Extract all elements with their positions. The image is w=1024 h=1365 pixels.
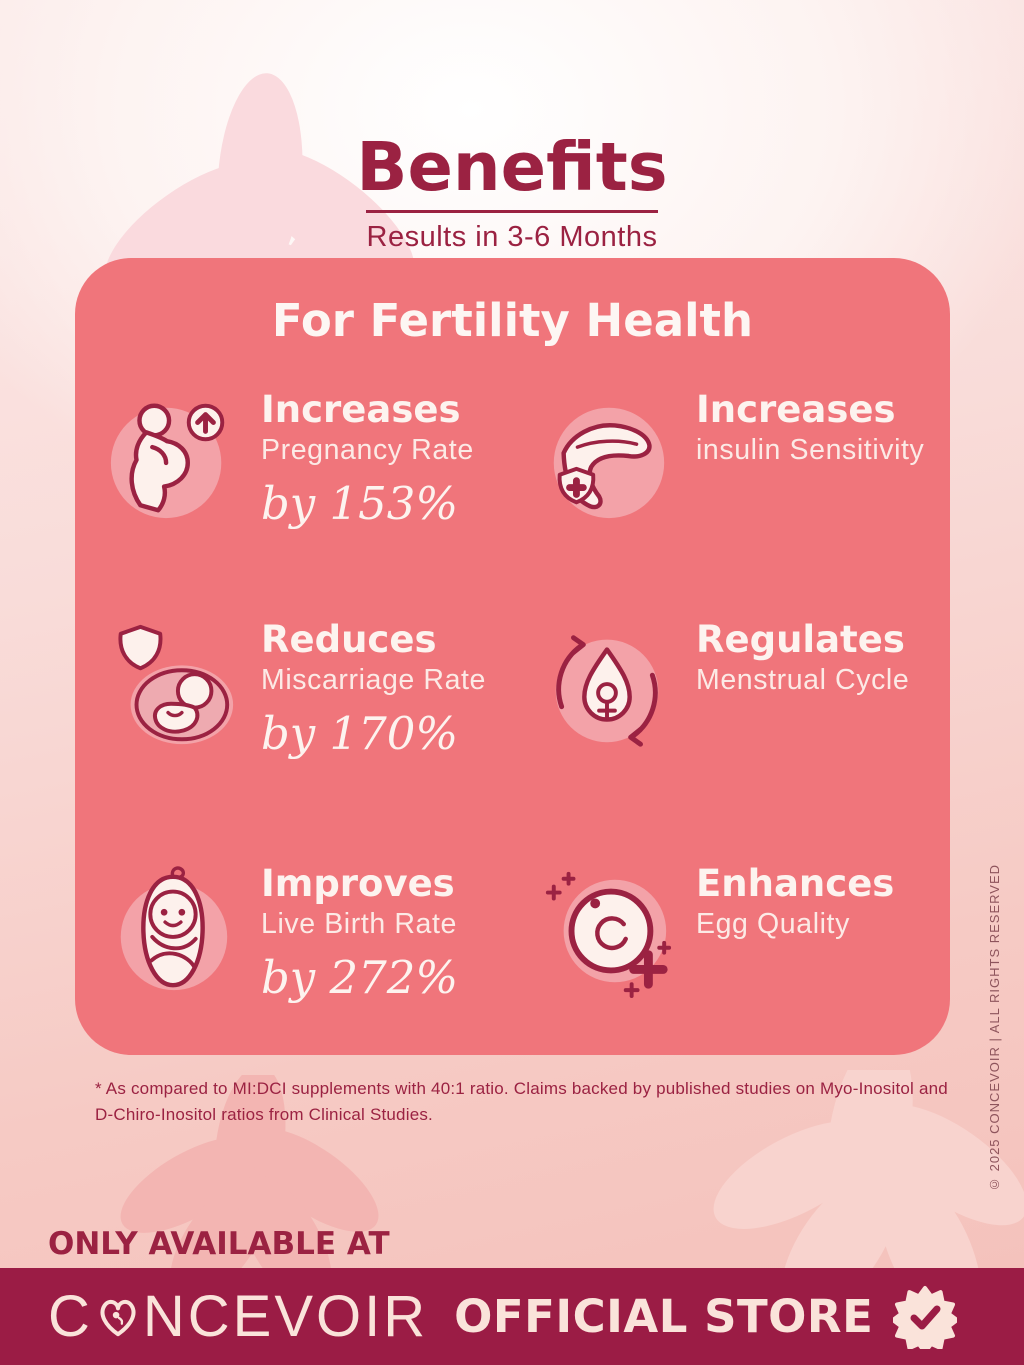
benefit-title: Enhances	[696, 862, 895, 905]
benefit-title: Increases	[261, 388, 461, 431]
title-underline	[366, 210, 658, 213]
swaddled-baby-icon	[103, 862, 241, 1000]
benefit-stat: by 153%	[261, 476, 459, 530]
benefit-title: Improves	[261, 862, 455, 905]
pregnant-woman-increase-icon	[103, 388, 241, 526]
insulin-pancreas-shield-icon	[538, 388, 676, 526]
page-title: Benefits	[356, 128, 668, 206]
benefit-egg-quality: Enhances Egg Quality	[538, 862, 894, 1000]
benefit-subtitle: Egg Quality	[696, 907, 850, 940]
benefit-title: Increases	[696, 388, 896, 431]
page-subtitle: Results in 3-6 Months	[366, 221, 658, 253]
benefit-miscarriage-rate: Reduces Miscarriage Rate by 170%	[103, 618, 486, 760]
benefit-insulin-sensitivity: Increases insulin Sensitivity	[538, 388, 924, 526]
benefit-subtitle: Menstrual Cycle	[696, 663, 910, 696]
benefit-subtitle: Live Birth Rate	[261, 907, 457, 940]
benefit-live-birth-rate: Improves Live Birth Rate by 272%	[103, 862, 458, 1004]
benefit-subtitle: insulin Sensitivity	[696, 433, 925, 466]
brand-text-prefix: C	[48, 1283, 93, 1349]
header: Benefits Results in 3-6 Months	[0, 134, 1024, 254]
benefit-title: Regulates	[696, 618, 905, 661]
benefit-menstrual-cycle: Regulates Menstrual Cycle	[538, 618, 909, 756]
benefit-subtitle: Miscarriage Rate	[261, 663, 487, 696]
benefit-pregnancy-rate: Increases Pregnancy Rate by 153%	[103, 388, 474, 530]
brand-logo: C NCEVOIR	[48, 1283, 429, 1349]
benefit-title: Reduces	[261, 618, 437, 661]
brand-o-heart-icon	[95, 1294, 141, 1340]
benefit-stat: by 170%	[261, 706, 459, 760]
copyright-vertical-text: © 2025 CONCEVOIR | ALL RIGHTS RESERVED	[987, 863, 1002, 1192]
fertility-benefits-panel: For Fertility Health Increases Pregnan	[75, 258, 950, 1055]
egg-cell-sparkle-icon	[538, 862, 676, 1000]
footer-bar: C NCEVOIR OFFICIAL STORE	[0, 1268, 1024, 1365]
panel-heading: For Fertility Health	[271, 294, 754, 347]
menstrual-cycle-droplet-icon	[538, 618, 676, 756]
benefit-subtitle: Pregnancy Rate	[261, 433, 474, 466]
disclaimer-footnote: * As compared to MI:DCI supplements with…	[95, 1079, 948, 1124]
brand-text-suffix: NCEVOIR	[142, 1283, 429, 1349]
verified-badge-icon	[893, 1285, 958, 1349]
availability-label: ONLY AVAILABLE AT	[48, 1226, 390, 1262]
official-store-label: OFFICIAL STORE	[454, 1290, 874, 1343]
benefit-stat: by 272%	[261, 950, 459, 1004]
fetus-shield-icon	[103, 618, 241, 756]
